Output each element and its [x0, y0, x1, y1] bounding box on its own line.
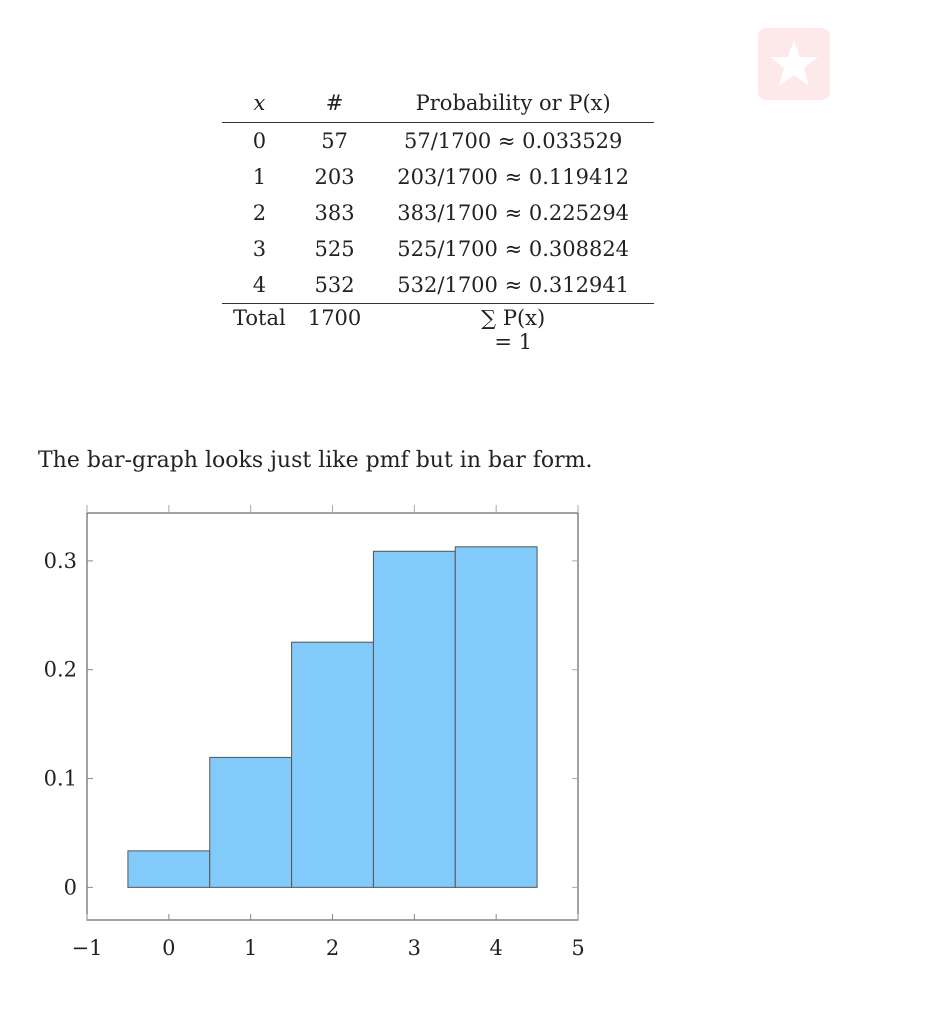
bar-4: [454, 546, 538, 888]
cell-prob: 383/1700 ≈ 0.225294: [397, 201, 630, 225]
cell-prob: 57/1700 ≈ 0.033529: [403, 129, 623, 153]
cell-prob: 203/1700 ≈ 0.119412: [397, 165, 630, 189]
cell-x: 3: [252, 237, 267, 261]
y-tick-label: 0.3: [44, 549, 77, 573]
x-tick-label: 0: [162, 936, 175, 960]
table-row: 2 383 383/1700 ≈ 0.225294: [222, 195, 654, 231]
star-badge-logo: [758, 28, 830, 100]
table-row: 0 57 57/1700 ≈ 0.033529: [222, 123, 654, 160]
chart-caption: The bar-graph looks just like pmf but in…: [38, 448, 593, 473]
x-tick-label: 5: [571, 936, 584, 960]
probability-table: x # Probability or P(x) 0 57 57/1700 ≈ 0…: [222, 84, 654, 376]
header-probability: Probability or P(x): [372, 84, 654, 123]
total-label: Total: [233, 306, 286, 330]
cell-x: 0: [252, 129, 267, 153]
table-header-row: x # Probability or P(x): [222, 84, 654, 123]
x-tick-label: 3: [408, 936, 421, 960]
total-count: 1700: [307, 306, 362, 330]
bar-0: [127, 850, 211, 888]
x-tick-label: −1: [72, 936, 103, 960]
cell-x: 2: [252, 201, 267, 225]
total-prob: ∑ P(x) = 1: [372, 304, 654, 377]
cell-x: 1: [252, 165, 267, 189]
x-tick-label: 2: [326, 936, 339, 960]
bar-chart: −1 0 1 2 3 4 5 0 0.1 0.2 0.3: [44, 505, 585, 960]
table-row: 4 532 532/1700 ≈ 0.312941: [222, 267, 654, 304]
table-row: 3 525 525/1700 ≈ 0.308824: [222, 231, 654, 267]
cell-prob: 532/1700 ≈ 0.312941: [372, 267, 654, 304]
y-tick-label: 0: [64, 875, 77, 899]
table-row: 1 203 203/1700 ≈ 0.119412: [222, 159, 654, 195]
cell-count: 383: [314, 201, 355, 225]
header-count: #: [296, 84, 373, 123]
cell-x: 4: [222, 267, 297, 304]
cell-count: 532: [296, 267, 373, 304]
cell-count: 525: [314, 237, 355, 261]
total-prob-sum: ∑ P(x): [481, 306, 546, 330]
y-tick-label: 0.2: [44, 658, 77, 682]
star-badge-icon: [770, 40, 818, 86]
table-total-row: Total 1700 ∑ P(x) = 1: [222, 304, 654, 377]
y-tick-label: 0.1: [44, 767, 77, 791]
cell-prob: 525/1700 ≈ 0.308824: [397, 237, 630, 261]
x-tick-label: 4: [489, 936, 502, 960]
x-tick-label: 1: [244, 936, 257, 960]
header-x: x: [222, 84, 297, 123]
bar-3: [372, 550, 456, 888]
bar-2: [291, 641, 374, 888]
cell-count: 203: [314, 165, 355, 189]
bar-1: [209, 756, 293, 888]
cell-count: 57: [321, 129, 348, 153]
total-prob-equals: = 1: [494, 330, 532, 354]
